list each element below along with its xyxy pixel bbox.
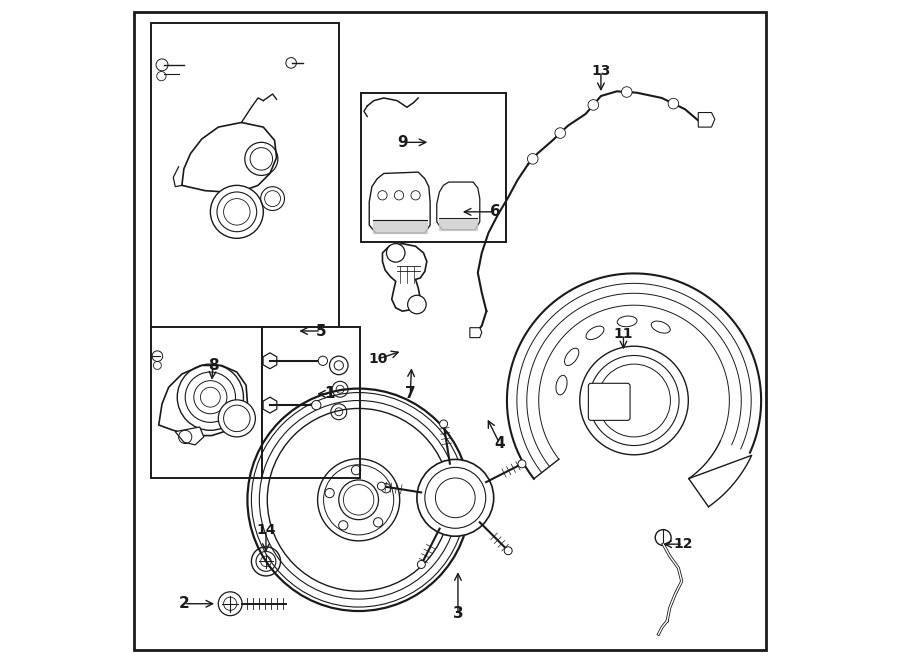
Circle shape xyxy=(418,561,426,569)
Polygon shape xyxy=(176,427,203,445)
Polygon shape xyxy=(436,182,480,230)
Polygon shape xyxy=(369,172,430,233)
Circle shape xyxy=(555,128,565,138)
Polygon shape xyxy=(688,441,752,507)
Text: 13: 13 xyxy=(591,64,610,79)
Text: 5: 5 xyxy=(316,324,326,338)
Circle shape xyxy=(622,87,632,97)
Text: 7: 7 xyxy=(405,387,416,401)
Bar xyxy=(151,327,262,478)
Text: 3: 3 xyxy=(453,606,464,621)
Bar xyxy=(151,23,339,328)
Circle shape xyxy=(425,467,486,528)
Circle shape xyxy=(598,364,670,437)
Circle shape xyxy=(527,154,538,164)
Text: 9: 9 xyxy=(397,135,408,150)
Circle shape xyxy=(518,460,526,468)
Circle shape xyxy=(504,547,512,555)
Circle shape xyxy=(436,478,475,518)
Bar xyxy=(262,327,360,478)
Circle shape xyxy=(417,459,494,536)
Circle shape xyxy=(386,244,405,262)
Text: 1: 1 xyxy=(324,387,335,401)
Polygon shape xyxy=(263,353,277,369)
Text: 14: 14 xyxy=(256,522,275,537)
Circle shape xyxy=(589,355,680,446)
Ellipse shape xyxy=(652,321,670,333)
Ellipse shape xyxy=(617,316,637,327)
Polygon shape xyxy=(182,122,276,192)
Polygon shape xyxy=(382,244,427,311)
Ellipse shape xyxy=(564,348,579,365)
Text: 11: 11 xyxy=(614,327,634,342)
Circle shape xyxy=(219,400,256,437)
Circle shape xyxy=(211,185,264,238)
Ellipse shape xyxy=(586,326,604,340)
Circle shape xyxy=(439,420,447,428)
Text: 4: 4 xyxy=(494,436,505,451)
Circle shape xyxy=(588,100,598,111)
Polygon shape xyxy=(263,397,277,413)
Circle shape xyxy=(311,401,321,410)
Circle shape xyxy=(377,482,385,490)
Circle shape xyxy=(668,99,679,109)
Polygon shape xyxy=(470,328,482,338)
Text: 6: 6 xyxy=(490,205,500,219)
Polygon shape xyxy=(439,218,477,230)
Text: 8: 8 xyxy=(208,358,219,373)
Circle shape xyxy=(580,346,688,455)
Circle shape xyxy=(319,356,328,365)
FancyBboxPatch shape xyxy=(589,383,630,420)
Bar xyxy=(361,93,507,242)
Polygon shape xyxy=(158,365,248,436)
Circle shape xyxy=(408,295,427,314)
Text: 10: 10 xyxy=(369,352,388,366)
Text: 12: 12 xyxy=(673,537,693,551)
Text: 2: 2 xyxy=(178,596,189,611)
Polygon shape xyxy=(698,113,715,127)
Polygon shape xyxy=(373,220,427,233)
Ellipse shape xyxy=(556,375,567,395)
